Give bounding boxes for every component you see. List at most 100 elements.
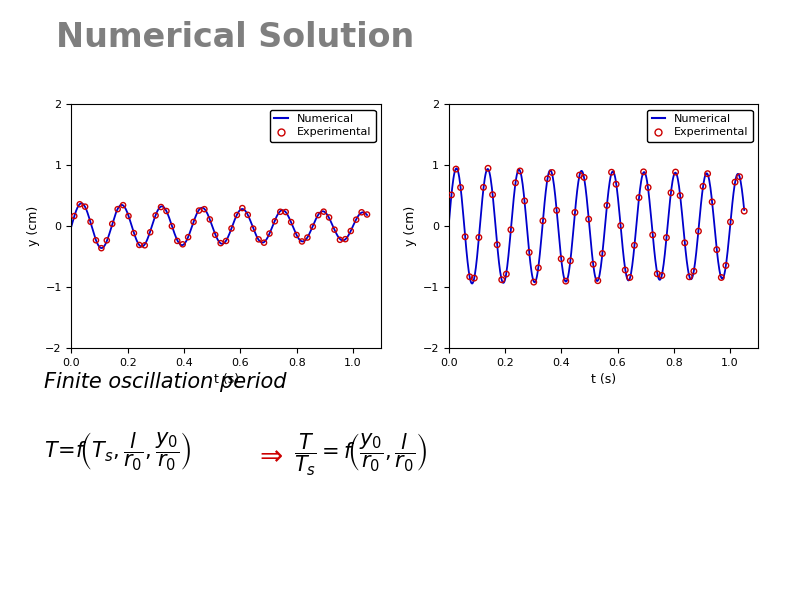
Point xyxy=(605,167,618,177)
Point xyxy=(638,167,650,177)
X-axis label: t (s): t (s) xyxy=(214,373,239,386)
Point xyxy=(527,277,540,287)
Point xyxy=(84,217,97,227)
Point xyxy=(660,233,673,242)
Point xyxy=(532,263,545,273)
X-axis label: t (s): t (s) xyxy=(591,373,616,386)
Point xyxy=(464,272,476,281)
Point xyxy=(734,172,746,181)
Point xyxy=(214,239,227,248)
Point xyxy=(350,215,363,224)
Text: Numerical Solution: Numerical Solution xyxy=(56,21,414,54)
Point xyxy=(472,233,485,242)
Point xyxy=(600,201,613,210)
Point xyxy=(193,206,206,215)
Point xyxy=(138,240,151,250)
Text: Finite oscillation period: Finite oscillation period xyxy=(44,372,286,392)
Point xyxy=(555,254,568,264)
Point xyxy=(176,240,189,249)
Point xyxy=(312,211,325,220)
Point xyxy=(522,248,535,257)
Point xyxy=(514,166,526,176)
Point xyxy=(610,180,622,189)
Point xyxy=(578,173,591,182)
Point xyxy=(715,273,727,282)
Point xyxy=(182,233,195,242)
Point xyxy=(582,214,595,224)
Point xyxy=(285,217,298,227)
Point xyxy=(318,207,330,217)
Point xyxy=(701,169,714,178)
Point xyxy=(203,215,216,224)
Point xyxy=(209,230,222,240)
Point xyxy=(596,249,609,258)
Point xyxy=(111,205,124,214)
Point xyxy=(241,210,254,220)
Point xyxy=(674,191,687,201)
Point xyxy=(688,267,700,276)
Point xyxy=(711,245,723,255)
Point xyxy=(665,188,677,198)
Point xyxy=(291,230,303,240)
Point xyxy=(656,271,669,280)
Point xyxy=(322,212,335,222)
Point xyxy=(468,273,480,283)
Point xyxy=(128,228,141,238)
Point xyxy=(651,269,664,278)
Point xyxy=(504,225,517,234)
Point xyxy=(268,217,281,226)
Point xyxy=(573,170,586,180)
Point xyxy=(550,206,563,215)
Point xyxy=(683,272,696,281)
Point xyxy=(68,211,81,221)
Point xyxy=(117,201,129,210)
Point xyxy=(729,177,742,187)
Point xyxy=(230,210,243,220)
Point xyxy=(355,208,368,217)
Point xyxy=(623,273,636,282)
Point xyxy=(669,167,682,177)
Y-axis label: y (cm): y (cm) xyxy=(404,206,417,246)
Point xyxy=(360,210,373,220)
Point xyxy=(236,203,249,213)
Point xyxy=(569,208,581,217)
Point xyxy=(678,238,691,248)
Point xyxy=(295,237,308,246)
Point xyxy=(333,235,346,245)
Point xyxy=(587,259,599,269)
Point xyxy=(509,178,522,187)
Point xyxy=(445,190,458,200)
Point xyxy=(459,232,472,242)
Point xyxy=(258,238,271,248)
Point xyxy=(719,261,732,270)
Point xyxy=(122,211,135,221)
Point xyxy=(738,206,750,216)
Point xyxy=(696,181,709,191)
Point xyxy=(642,183,654,192)
Point xyxy=(692,227,705,236)
Point xyxy=(95,243,108,253)
Point xyxy=(454,183,467,192)
Point xyxy=(225,224,238,233)
Point xyxy=(144,227,156,237)
Point xyxy=(628,240,641,250)
Point xyxy=(491,240,503,249)
Point xyxy=(500,270,513,279)
Point xyxy=(633,193,646,202)
Point xyxy=(495,275,508,284)
Point xyxy=(160,206,173,216)
Point xyxy=(646,230,659,240)
Point xyxy=(482,164,495,173)
Point xyxy=(79,202,91,211)
Point xyxy=(155,202,168,212)
Point xyxy=(477,183,490,192)
Point xyxy=(220,236,233,246)
Point xyxy=(279,207,292,217)
Text: $\dfrac{T}{T_s} = f\!\left(\dfrac{y_0}{r_0},\dfrac{l}{r_0}\right)$: $\dfrac{T}{T_s} = f\!\left(\dfrac{y_0}{r… xyxy=(294,432,427,478)
Point xyxy=(542,174,554,183)
Point xyxy=(345,226,357,236)
Point xyxy=(165,221,178,231)
Point xyxy=(328,225,341,234)
Text: $T\!=\!f\!\left(T_s,\dfrac{l}{r_0},\dfrac{y_0}{r_0}\right)$: $T\!=\!f\!\left(T_s,\dfrac{l}{r_0},\dfra… xyxy=(44,431,191,473)
Point xyxy=(263,229,276,239)
